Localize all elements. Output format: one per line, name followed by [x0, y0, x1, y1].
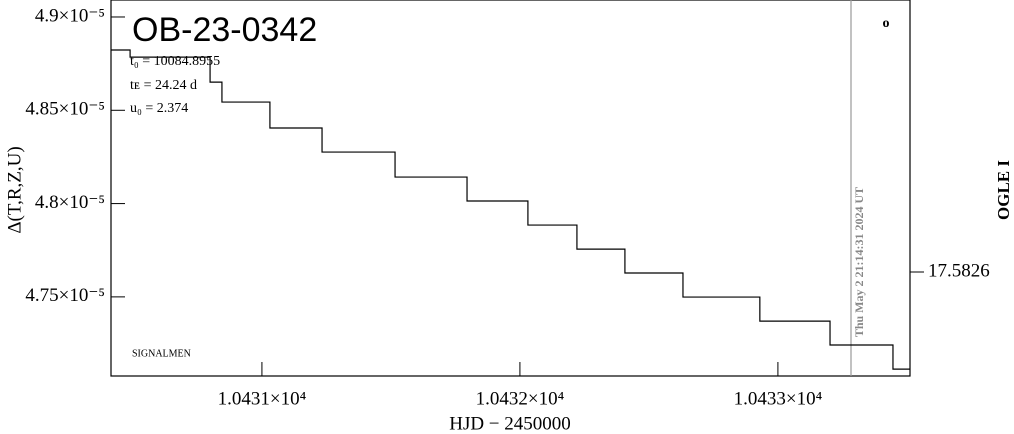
- info-line: t₀ = 10084.8955: [130, 54, 220, 69]
- y-axis-label: Δ(T,R,Z,U): [4, 146, 25, 233]
- y-tick-label: 4.9×10⁻⁵: [35, 5, 105, 26]
- y-tick-label: 4.8×10⁻⁵: [35, 192, 105, 213]
- credit: SIGNALMEN: [132, 348, 191, 359]
- x-tick-label: 1.0433×10⁴: [734, 388, 823, 409]
- y2-axis-label: OGLE I: [994, 160, 1013, 220]
- chart-title: OB-23-0342: [132, 11, 317, 49]
- corner-mark: o: [883, 16, 890, 31]
- y-tick-label: 4.85×10⁻⁵: [25, 99, 105, 120]
- y2-tick-label: 17.5826: [928, 260, 990, 281]
- y-tick-label: 4.75×10⁻⁵: [25, 285, 105, 306]
- plot-frame: [110, 0, 911, 377]
- info-line: tᴇ = 24.24 d: [130, 78, 197, 93]
- x-axis-label: HJD − 2450000: [449, 413, 571, 434]
- x-tick-label: 1.0432×10⁴: [476, 388, 565, 409]
- info-line: u₀ = 2.374: [130, 101, 188, 116]
- x-tick-label: 1.0431×10⁴: [218, 388, 307, 409]
- timestamp: Thu May 2 21:14:31 2024 UT: [852, 187, 866, 337]
- step-line: [111, 49, 910, 370]
